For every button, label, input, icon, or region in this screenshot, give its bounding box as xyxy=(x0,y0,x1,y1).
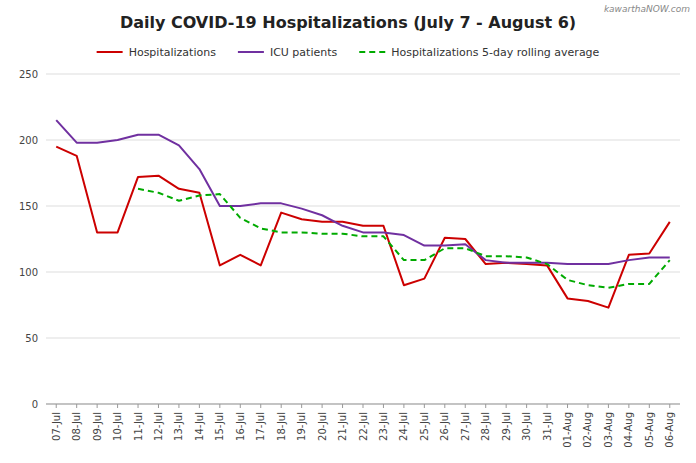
x-tick xyxy=(669,404,670,408)
x-tick-label: 14-Jul xyxy=(194,412,205,441)
x-tick xyxy=(567,404,568,408)
x-tick xyxy=(301,404,302,408)
y-tick-label: 200 xyxy=(19,135,38,146)
grid-line xyxy=(46,74,680,75)
background xyxy=(0,0,696,463)
x-tick xyxy=(56,404,57,408)
x-tick-label: 18-Jul xyxy=(276,412,287,441)
x-tick xyxy=(76,404,77,408)
x-tick-label: 09-Jul xyxy=(92,412,103,441)
x-tick xyxy=(444,404,445,408)
series-line xyxy=(56,147,670,308)
x-tick-label: 16-Jul xyxy=(235,412,246,441)
y-tick-label: 150 xyxy=(19,201,38,212)
x-tick-label: 12-Jul xyxy=(153,412,164,441)
x-tick xyxy=(628,404,629,408)
x-tick xyxy=(158,404,159,408)
x-tick-label: 08-Jul xyxy=(71,412,82,441)
plot-area xyxy=(56,120,670,307)
x-tick xyxy=(322,404,323,408)
legend-label: Hospitalizations xyxy=(129,46,217,59)
x-tick xyxy=(219,404,220,408)
x-tick-label: 27-Jul xyxy=(460,412,471,441)
x-tick-label: 20-Jul xyxy=(317,412,328,441)
x-tick xyxy=(547,404,548,408)
x-tick-label: 25-Jul xyxy=(419,412,430,441)
x-tick-label: 28-Jul xyxy=(480,412,491,441)
x-tick xyxy=(260,404,261,408)
x-tick-label: 23-Jul xyxy=(378,412,389,441)
x-tick-label: 02-Aug xyxy=(582,412,593,448)
x-tick xyxy=(403,404,404,408)
x-tick-label: 30-Jul xyxy=(521,412,532,441)
y-tick-label: 250 xyxy=(19,69,38,80)
x-tick-label: 05-Aug xyxy=(644,412,655,448)
x-tick-label: 04-Aug xyxy=(623,412,634,448)
x-tick xyxy=(424,404,425,408)
x-tick-label: 31-Jul xyxy=(542,412,553,441)
legend-label: Hospitalizations 5-day rolling average xyxy=(391,46,599,59)
x-tick-label: 01-Aug xyxy=(562,412,573,448)
x-tick xyxy=(199,404,200,408)
x-tick-label: 07-Jul xyxy=(51,412,62,441)
y-axis: 0 50 100 150 200 250 xyxy=(19,69,680,410)
x-tick xyxy=(485,404,486,408)
x-tick-label: 17-Jul xyxy=(255,412,266,441)
x-tick xyxy=(138,404,139,408)
watermark: kawarthaNOW.com xyxy=(604,4,690,14)
y-tick-label: 0 xyxy=(32,399,38,410)
series-line xyxy=(56,120,670,264)
legend-swatch xyxy=(238,51,264,53)
x-tick-label: 15-Jul xyxy=(214,412,225,441)
x-tick xyxy=(342,404,343,408)
x-tick-label: 03-Aug xyxy=(603,412,614,448)
x-tick-label: 06-Aug xyxy=(664,412,675,448)
x-tick xyxy=(97,404,98,408)
series-line xyxy=(138,189,670,288)
grid-line xyxy=(46,206,680,207)
legend-item: Hospitalizations xyxy=(97,46,217,59)
x-tick xyxy=(281,404,282,408)
x-tick-label: 11-Jul xyxy=(133,412,144,441)
legend-swatch xyxy=(359,51,385,53)
x-tick xyxy=(465,404,466,408)
title: Daily COVID-19 Hospitalizations (July 7 … xyxy=(120,13,576,32)
x-tick-label: 10-Jul xyxy=(112,412,123,441)
x-tick xyxy=(526,404,527,408)
x-tick-label: 13-Jul xyxy=(173,412,184,441)
x-tick-label: 19-Jul xyxy=(296,412,307,441)
x-tick xyxy=(383,404,384,408)
legend-label: ICU patients xyxy=(270,46,338,59)
x-tick xyxy=(506,404,507,408)
x-tick xyxy=(240,404,241,408)
x-tick xyxy=(608,404,609,408)
grid-line xyxy=(46,272,680,273)
x-tick-label: 21-Jul xyxy=(337,412,348,441)
x-tick-label: 26-Jul xyxy=(439,412,450,441)
x-tick-label: 22-Jul xyxy=(358,412,369,441)
y-tick-label: 50 xyxy=(25,333,38,344)
legend-swatch xyxy=(97,51,123,53)
grid-line xyxy=(46,338,680,339)
x-tick-label: 24-Jul xyxy=(398,412,409,441)
x-tick xyxy=(363,404,364,408)
legend-item: Hospitalizations 5-day rolling average xyxy=(359,46,599,59)
legend: Hospitalizations ICU patients Hospitalizat… xyxy=(97,46,600,59)
x-tick xyxy=(178,404,179,408)
x-tick xyxy=(117,404,118,408)
x-axis: 07-Jul 08-Jul 09-Jul 10-Jul 11-Jul 12-Jul 13-J… xyxy=(46,404,680,448)
y-tick-label: 100 xyxy=(19,267,38,278)
x-tick xyxy=(649,404,650,408)
chart: Daily COVID-19 Hospitalizations (July 7 … xyxy=(0,0,696,463)
x-tick xyxy=(587,404,588,408)
legend-item: ICU patients xyxy=(238,46,338,59)
grid-line xyxy=(46,140,680,141)
x-tick-label: 29-Jul xyxy=(501,412,512,441)
